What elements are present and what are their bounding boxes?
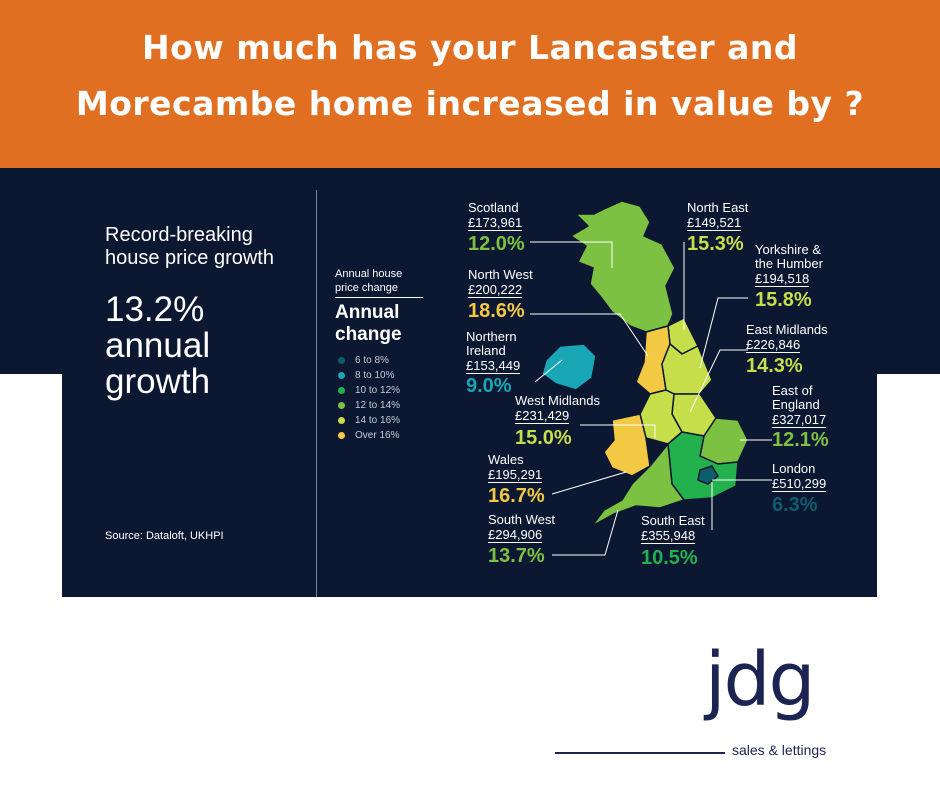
region-change: 12.1%	[772, 429, 829, 451]
region-scotland	[570, 200, 676, 333]
region-name: Scotland	[468, 200, 519, 215]
region-price: £153,449	[466, 358, 521, 374]
region-change: 9.0%	[466, 375, 512, 397]
region-name: East of	[772, 383, 813, 398]
region-name: Wales	[488, 452, 524, 467]
region-south-west	[591, 443, 685, 527]
legend-swatch	[338, 387, 345, 394]
panel-divider	[316, 190, 317, 597]
region-price: £510,299	[772, 476, 827, 492]
region-change: 14.3%	[746, 355, 803, 377]
legend-swatch	[338, 417, 345, 424]
region-name: East Midlands	[746, 322, 828, 337]
legend-label: 8 to 10%	[355, 370, 395, 381]
region-name: Ireland	[466, 343, 506, 358]
leader-west-midlands	[580, 424, 656, 438]
region-name: the Humber	[755, 256, 823, 271]
leader-lines	[530, 241, 772, 556]
region-wales	[603, 413, 651, 477]
growth-headline-2: house price growth	[105, 247, 274, 269]
region-change: 13.7%	[488, 545, 545, 567]
source-note: Source: Dataloft, UKHPI	[105, 530, 224, 542]
region-northern-ireland	[541, 343, 597, 391]
region-price: £226,846	[746, 337, 801, 353]
region-price: £355,948	[641, 528, 696, 544]
region-name: Northern	[466, 329, 517, 344]
leader-south-west	[552, 509, 619, 556]
leader-yorkshire	[699, 297, 748, 369]
headline-line-2: Morecambe home increased in value by ?	[75, 84, 865, 123]
region-change: 12.0%	[468, 233, 525, 255]
leader-scotland	[530, 241, 613, 268]
region-name: South West	[488, 512, 555, 527]
legend-title-2: change	[335, 324, 402, 345]
region-price: £194,518	[755, 271, 810, 287]
headline-line-1: How much has your Lancaster and	[141, 28, 799, 67]
leader-north-west	[530, 313, 649, 357]
infographic-panel	[62, 190, 877, 597]
logo-wordmark: jdg	[705, 637, 816, 723]
region-change: 6.3%	[772, 494, 818, 516]
region-change: 15.0%	[515, 427, 572, 449]
region-name: London	[772, 461, 816, 476]
legend-swatch	[338, 432, 345, 439]
region-price: £200,222	[468, 282, 523, 298]
region-name: West Midlands	[515, 393, 601, 408]
region-name: South East	[641, 513, 705, 528]
legend-label: Over 16%	[355, 430, 400, 441]
logo-tagline: sales & lettings	[732, 742, 827, 758]
region-price: £231,429	[515, 408, 570, 424]
growth-figure: 13.2%	[105, 290, 205, 329]
legend-title-1: Annual	[335, 302, 400, 323]
legend-swatch	[338, 357, 345, 364]
region-change: 10.5%	[641, 547, 698, 569]
logo-underline	[555, 752, 725, 754]
legend-label: 6 to 8%	[355, 355, 389, 366]
region-price: £195,291	[488, 467, 543, 483]
region-name: England	[772, 397, 820, 412]
growth-word-annual: annual	[105, 326, 211, 365]
region-price: £173,961	[468, 215, 523, 231]
legend-subtitle-2: price change	[335, 282, 398, 294]
growth-word-growth: growth	[105, 362, 211, 401]
leader-northern-ireland	[534, 359, 563, 383]
region-price: £149,521	[687, 215, 742, 231]
region-name: Yorkshire &	[755, 242, 821, 257]
region-name: North East	[687, 200, 749, 215]
legend-subtitle-1: Annual house	[335, 268, 403, 280]
leader-east-midlands	[689, 349, 748, 413]
region-change: 18.6%	[468, 300, 525, 322]
region-name: North West	[468, 267, 533, 282]
region-change: 15.3%	[687, 233, 744, 255]
region-price: £294,906	[488, 527, 543, 543]
leader-wales	[551, 471, 627, 495]
legend-label: 10 to 12%	[355, 385, 401, 396]
legend-label: 14 to 16%	[355, 415, 401, 426]
legend-swatch	[338, 372, 345, 379]
legend-label: 12 to 14%	[355, 400, 401, 411]
header-banner: How much has your Lancaster and Morecamb…	[0, 0, 940, 168]
legend-swatch	[338, 402, 345, 409]
region-price: £327,017	[772, 412, 827, 428]
region-change: 15.8%	[755, 289, 812, 311]
region-change: 16.7%	[488, 485, 545, 507]
legend-rule	[335, 297, 423, 298]
growth-headline-1: Record-breaking	[105, 224, 253, 246]
